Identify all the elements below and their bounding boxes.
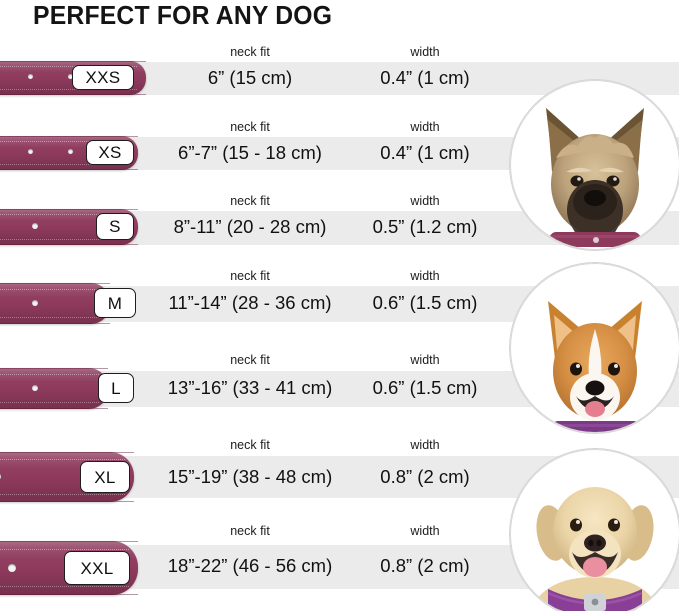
size-badge-l: L — [98, 373, 134, 403]
collar-hole — [32, 385, 38, 391]
neck-fit-value: 11”-14” (28 - 36 cm) — [168, 292, 332, 313]
size-badge-xxs: XXS — [72, 65, 134, 90]
size-label: M — [107, 293, 123, 313]
neck-fit-value: 13”-16” (33 - 41 cm) — [167, 377, 333, 398]
width-header: width — [410, 45, 440, 59]
size-badge-xs: XS — [86, 140, 134, 165]
collar-hole — [32, 223, 38, 229]
neck-fit-value: 8”-11” (20 - 28 cm) — [173, 216, 327, 237]
neck-fit-header: neck fit — [230, 269, 270, 283]
size-badge-m: M — [94, 288, 136, 318]
collar-hole — [68, 74, 73, 79]
collar-hole — [28, 149, 33, 154]
size-label: XS — [98, 143, 122, 162]
neck-fit-header: neck fit — [230, 524, 270, 538]
width-value: 0.8” (2 cm) — [380, 555, 470, 576]
neck-fit-header: neck fit — [230, 45, 270, 59]
corgi-photo — [509, 262, 679, 434]
width-header: width — [410, 120, 440, 134]
neck-fit-header: neck fit — [230, 120, 270, 134]
width-value: 0.5” (1.2 cm) — [372, 216, 478, 237]
width-value: 0.6” (1.5 cm) — [372, 377, 478, 398]
neck-fit-header: neck fit — [230, 194, 270, 208]
size-label: S — [109, 217, 121, 236]
width-value: 0.6” (1.5 cm) — [372, 292, 478, 313]
collar-hole — [8, 564, 16, 572]
neck-fit-value: 6”-7” (15 - 18 cm) — [178, 142, 322, 163]
size-label: L — [111, 378, 121, 398]
collar-graphic — [0, 368, 108, 409]
size-label: XXL — [80, 558, 114, 578]
collar-hole — [68, 149, 73, 154]
collar-hole — [28, 74, 33, 79]
size-badge-xxl: XXL — [64, 551, 130, 585]
neck-fit-value: 18”-22” (46 - 56 cm) — [167, 555, 333, 576]
width-header: width — [410, 269, 440, 283]
width-header: width — [410, 524, 440, 538]
collar-graphic — [0, 283, 110, 324]
width-header: width — [410, 194, 440, 208]
width-value: 0.4” (1 cm) — [380, 142, 470, 163]
size-badge-xl: XL — [80, 461, 130, 493]
collar-hole — [0, 473, 1, 480]
neck-fit-header: neck fit — [230, 438, 270, 452]
width-value: 0.4” (1 cm) — [380, 67, 470, 88]
width-value: 0.8” (2 cm) — [380, 466, 470, 487]
terrier-photo — [509, 79, 679, 251]
size-badge-s: S — [96, 213, 134, 240]
neck-fit-header: neck fit — [230, 353, 270, 367]
neck-fit-value: 6” (15 cm) — [207, 67, 293, 88]
labrador-photo — [509, 448, 679, 611]
size-label: XXS — [85, 68, 121, 87]
collar-hole — [32, 300, 38, 306]
width-header: width — [410, 353, 440, 367]
page-title: PERFECT FOR ANY DOG — [33, 2, 333, 30]
size-label: XL — [94, 467, 116, 487]
neck-fit-value: 15”-19” (38 - 48 cm) — [167, 466, 333, 487]
width-header: width — [410, 438, 440, 452]
